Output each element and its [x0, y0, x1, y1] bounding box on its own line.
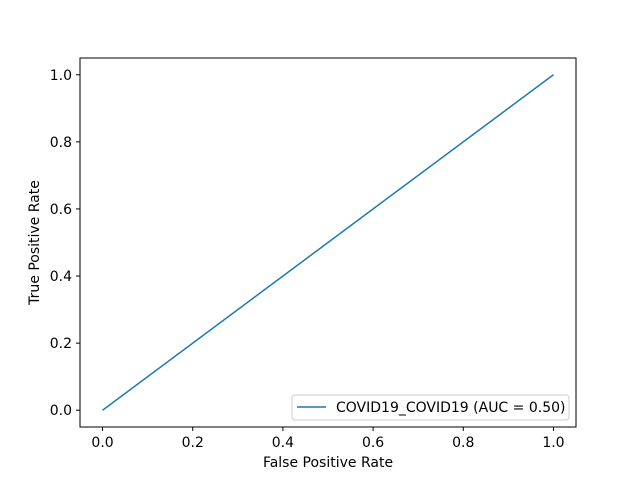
series-line: [102, 74, 554, 411]
legend-box: [291, 394, 570, 421]
y-tick-label: 0.0: [50, 403, 72, 419]
y-tick-label: 0.6: [50, 202, 72, 218]
x-tick-label: 1.0: [542, 435, 564, 451]
y-axis-label: True Positive Rate: [27, 180, 43, 306]
legend: COVID19_COVID19 (AUC = 0.50): [291, 394, 570, 421]
x-tick-label: 0.6: [362, 435, 384, 451]
y-tick-label: 0.2: [50, 336, 72, 352]
x-tick-label: 0.0: [91, 435, 113, 451]
x-tick-label: 0.4: [272, 435, 294, 451]
x-tick-label: 0.2: [182, 435, 204, 451]
plot-area-frame: [79, 57, 577, 428]
y-tick-label: 0.4: [50, 269, 72, 285]
y-axis-ticks: 0.0 0.2 0.4 0.6 0.8 1.0: [50, 68, 80, 419]
x-axis-label: False Positive Rate: [263, 455, 393, 471]
y-tick-label: 0.8: [50, 135, 72, 151]
series-layer: [102, 74, 554, 411]
y-tick-label: 1.0: [50, 68, 72, 84]
legend-entry-label: COVID19_COVID19 (AUC = 0.50): [336, 400, 565, 416]
x-tick-label: 0.8: [452, 435, 474, 451]
x-axis-ticks: 0.0 0.2 0.4 0.6 0.8 1.0: [91, 427, 565, 451]
